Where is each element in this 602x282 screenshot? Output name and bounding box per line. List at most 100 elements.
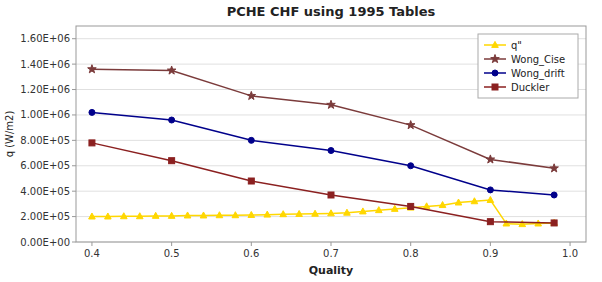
point [551, 192, 557, 198]
point [550, 164, 559, 172]
point [344, 209, 351, 215]
point [408, 163, 414, 169]
point [136, 213, 143, 219]
x-tick-label: 0.6 [243, 248, 259, 259]
y-tick [72, 38, 76, 39]
x-tick [331, 242, 332, 246]
point [391, 205, 398, 211]
point [312, 210, 319, 216]
y-tick-label: 4.00E+05 [20, 186, 70, 197]
plot-frame [76, 26, 586, 242]
point [152, 212, 159, 218]
y-tick [72, 114, 76, 115]
point [89, 213, 96, 219]
y-axis-label: q (W/m2) [4, 111, 15, 158]
point [439, 202, 446, 208]
y-tick [72, 242, 76, 243]
y-tick-label: 1.40E+06 [20, 59, 70, 70]
point [423, 203, 430, 209]
point [248, 211, 255, 217]
point [408, 203, 414, 209]
x-tick [171, 242, 172, 246]
x-tick-label: 1.0 [562, 248, 578, 259]
y-tick-label: 8.00E+05 [20, 135, 70, 146]
y-tick [72, 64, 76, 65]
legend: q" Wong_Cise Wong_drift Duckler [478, 34, 578, 98]
point [487, 187, 493, 193]
point [487, 219, 493, 225]
y-tick [72, 216, 76, 217]
point [169, 158, 175, 164]
point [169, 117, 175, 123]
point [376, 207, 383, 213]
point [247, 91, 256, 99]
x-tick-label: 0.4 [84, 248, 100, 259]
point [551, 219, 558, 225]
point [200, 212, 207, 218]
y-tick-label: 6.00E+05 [20, 160, 70, 171]
x-tick-label: 0.9 [482, 248, 498, 259]
x-axis-label: Quality [309, 264, 354, 277]
grid-line [76, 165, 586, 166]
x-tick [251, 242, 252, 246]
series-line [92, 112, 554, 195]
point [167, 66, 176, 74]
point [327, 100, 336, 108]
point [168, 212, 175, 218]
y-tick [72, 140, 76, 141]
x-tick [570, 242, 571, 246]
legend-label: q" [511, 40, 522, 51]
legend-marker [491, 55, 500, 63]
grid-line [76, 140, 586, 141]
point [248, 178, 254, 184]
x-tick [91, 242, 92, 246]
grid-line [76, 114, 586, 115]
point [471, 198, 478, 204]
point [360, 208, 367, 214]
point [264, 211, 271, 217]
x-tick [410, 242, 411, 246]
y-tick [72, 89, 76, 90]
y-tick [72, 165, 76, 166]
legend-label: Wong_drift [511, 68, 565, 80]
legend-label: Wong_Cise [511, 54, 565, 66]
axes: 0.00E+00 2.00E+05 4.00E+05 6.00E+05 8.00E+05… [20, 33, 578, 259]
legend-marker [492, 84, 498, 90]
point [89, 109, 95, 115]
y-tick-label: 1.00E+06 [20, 109, 70, 120]
y-tick-label: 0.00E+00 [20, 237, 70, 248]
title: PCHE CHF using 1995 Tables [227, 4, 436, 19]
legend-box [478, 34, 578, 98]
point [486, 155, 495, 163]
point [89, 140, 95, 146]
series-line [92, 143, 554, 223]
point [121, 213, 128, 219]
chart: 0.00E+00 2.00E+05 4.00E+05 6.00E+05 8.00E+05… [0, 0, 602, 282]
y-tick [72, 191, 76, 192]
point [407, 204, 414, 210]
legend-marker [492, 41, 499, 47]
legend-label: Duckler [511, 82, 550, 93]
point [105, 213, 112, 219]
point [503, 220, 510, 226]
point [328, 210, 335, 216]
point [232, 212, 239, 218]
y-tick-label: 1.60E+06 [20, 33, 70, 44]
x-tick [490, 242, 491, 246]
point [88, 65, 97, 73]
point [455, 199, 462, 205]
point [328, 148, 334, 154]
x-tick-label: 0.7 [323, 248, 339, 259]
point [216, 212, 223, 218]
legend-marker [492, 70, 498, 76]
point [280, 211, 287, 217]
point [328, 192, 334, 198]
y-tick-label: 2.00E+05 [20, 211, 70, 222]
point [406, 121, 415, 129]
point [296, 210, 303, 216]
x-tick-label: 0.5 [164, 248, 180, 259]
point [487, 196, 494, 202]
x-tick-label: 0.8 [403, 248, 419, 259]
y-tick-label: 1.20E+06 [20, 84, 70, 95]
point [551, 220, 557, 226]
